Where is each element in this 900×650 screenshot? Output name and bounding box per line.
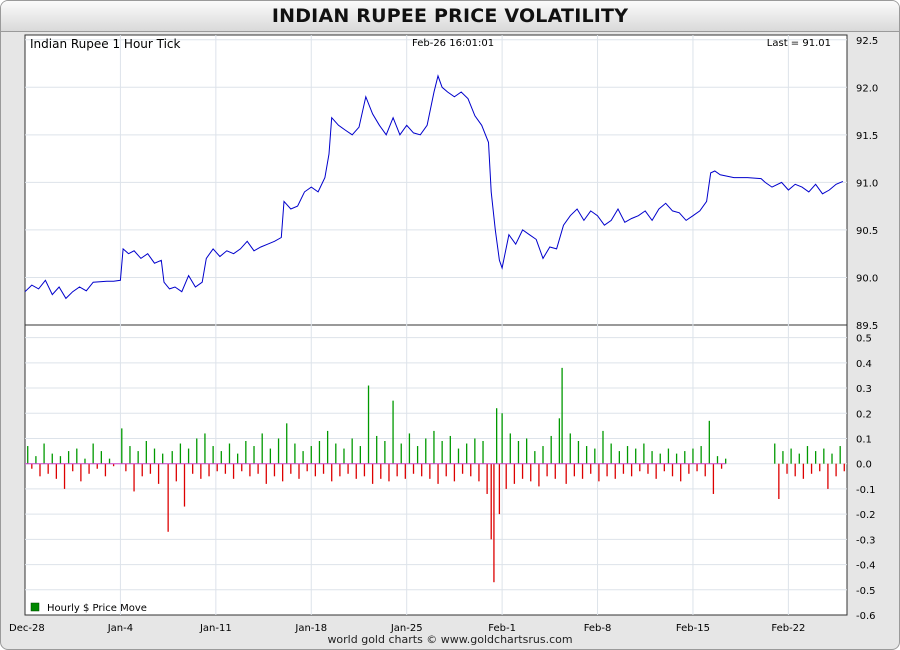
price-y-tick: 91.5	[856, 131, 878, 142]
date-tick: Feb-1	[488, 623, 516, 634]
price-line	[24, 74, 844, 300]
move-y-tick: -0.1	[856, 485, 876, 496]
legend-swatch	[30, 602, 40, 612]
date-tick: Jan-4	[107, 623, 133, 634]
legend-label: Hourly $ Price Move	[47, 603, 147, 614]
date-tick: Feb-8	[584, 623, 612, 634]
price-y-tick: 92.0	[856, 83, 878, 94]
move-y-tick: 0.1	[856, 434, 872, 445]
move-panel	[24, 324, 848, 616]
date-tick: Feb-22	[771, 623, 805, 634]
price-y-tick: 91.0	[856, 178, 878, 189]
price-panel	[24, 34, 848, 326]
price-y-tick: 89.5	[856, 321, 878, 332]
axis-labels: 89.5 90.0 90.5 91.0 91.5 92.0 92.5 -0.6 -0.5 -0.4…	[9, 36, 878, 634]
move-y-tick: -0.3	[856, 535, 876, 546]
last-price-label: Last = 91.01	[767, 38, 831, 49]
date-tick: Jan-11	[199, 623, 232, 634]
title-bar: INDIAN RUPEE PRICE VOLATILITY	[1, 1, 899, 32]
date-tick: Dec-28	[9, 623, 45, 634]
move-y-tick: 0.2	[856, 409, 872, 420]
move-y-tick: 0.3	[856, 384, 872, 395]
move-y-tick: -0.4	[856, 561, 876, 572]
price-panel-title: Indian Rupee 1 Hour Tick	[30, 37, 181, 51]
price-y-tick: 90.0	[856, 273, 878, 284]
timestamp-label: Feb-26 16:01:01	[412, 38, 494, 49]
move-y-tick: 0.5	[856, 334, 872, 345]
move-y-tick: -0.6	[856, 611, 876, 622]
move-y-tick: 0.0	[856, 460, 872, 471]
date-tick: Jan-18	[294, 623, 327, 634]
date-tick: Jan-25	[390, 623, 423, 634]
move-y-tick: -0.2	[856, 510, 876, 521]
price-move-bars	[27, 367, 845, 583]
price-y-tick: 92.5	[856, 36, 878, 47]
page-title: INDIAN RUPEE PRICE VOLATILITY	[271, 5, 629, 27]
footer-credit: world gold charts © www.goldchartsrus.co…	[327, 633, 573, 646]
move-y-tick: 0.4	[856, 359, 872, 370]
price-y-tick: 90.5	[856, 226, 878, 237]
date-tick: Feb-15	[676, 623, 710, 634]
move-y-tick: -0.5	[856, 586, 876, 597]
